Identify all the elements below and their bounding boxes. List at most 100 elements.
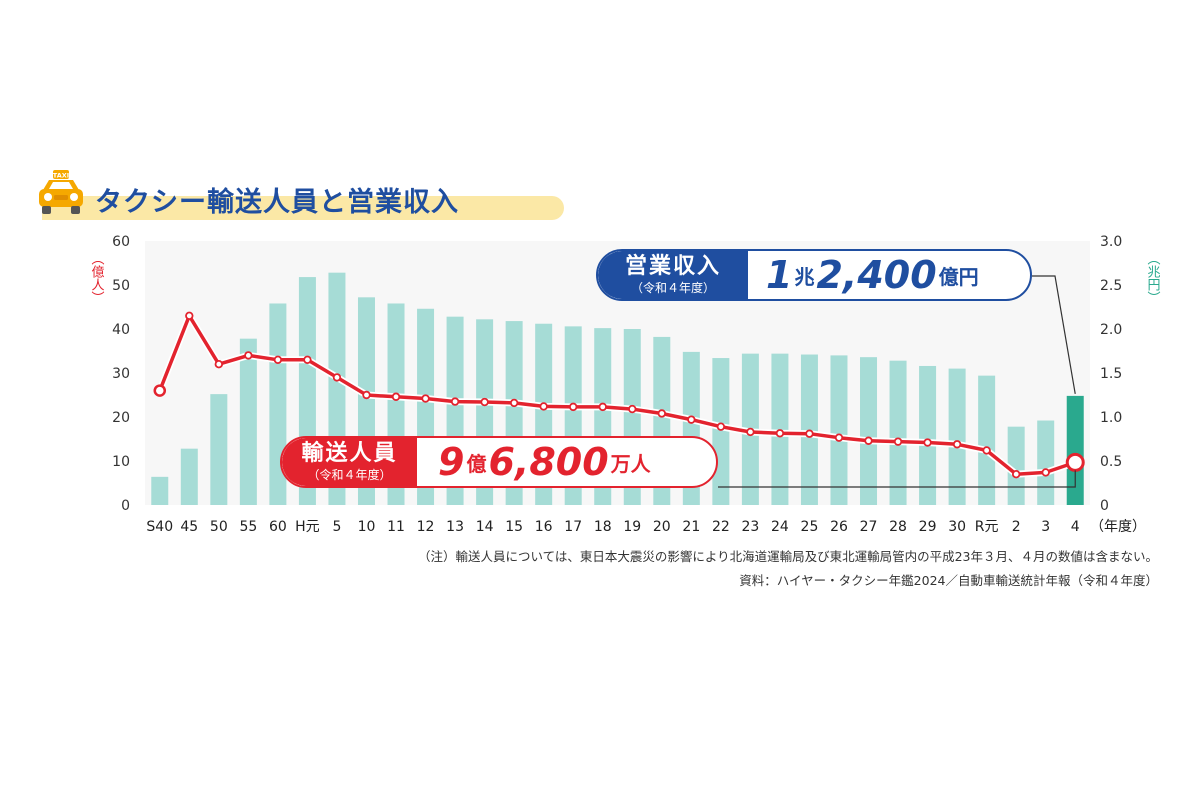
- x-tick-label: 2: [1012, 519, 1021, 535]
- x-tick-label: 50: [210, 519, 228, 535]
- x-tick-label: 10: [358, 519, 376, 535]
- bar: [978, 375, 996, 505]
- bar: [210, 394, 228, 505]
- passenger-callout-value: 9 億 6,800 万人: [438, 438, 653, 486]
- x-tick-label: 5: [332, 519, 341, 535]
- passenger-point: [657, 409, 666, 418]
- x-tick-label: 18: [594, 519, 612, 535]
- bar: [712, 358, 730, 505]
- passenger-point: [805, 429, 814, 438]
- revenue-unit-2: 億円: [938, 264, 979, 289]
- x-tick-label: 12: [417, 519, 435, 535]
- passenger-point: [185, 311, 194, 320]
- right-axis-tick-label: 3.0: [1100, 234, 1122, 250]
- passenger-point: [864, 436, 873, 445]
- revenue-callout-sub: （令和４年度）: [630, 280, 715, 295]
- x-tick-label: 55: [239, 519, 257, 535]
- passenger-callout-label-box: 輸送人員 （令和４年度）: [282, 438, 417, 486]
- passenger-point: [1041, 468, 1050, 477]
- x-tick-label: 21: [682, 519, 700, 535]
- bar: [180, 448, 198, 505]
- x-tick-label: 17: [564, 519, 582, 535]
- bar: [919, 365, 937, 505]
- passenger-point: [1011, 470, 1021, 479]
- bar: [1007, 426, 1025, 505]
- passenger-point: [539, 402, 548, 411]
- bar: [830, 355, 848, 505]
- x-tick-label: 14: [476, 519, 494, 535]
- passenger-value-1: 9: [438, 440, 465, 484]
- x-tick-label: 16: [535, 519, 553, 535]
- bar: [1037, 420, 1055, 505]
- left-axis-tick-label: 30: [112, 366, 130, 382]
- x-tick-label: S40: [146, 519, 173, 535]
- revenue-leader-line: [1032, 275, 1076, 394]
- right-axis-label: （兆円）: [1145, 252, 1161, 304]
- passenger-unit-1: 億: [466, 451, 487, 476]
- right-axis-tick-label: 0.5: [1100, 454, 1122, 470]
- passenger-point: [775, 429, 785, 438]
- passenger-callout-label: 輸送人員: [301, 440, 398, 466]
- right-axis-tick-label: 2.5: [1100, 278, 1122, 294]
- left-axis-tick-label: 0: [121, 498, 130, 514]
- bar: [151, 476, 169, 505]
- passenger-point: [332, 373, 342, 382]
- right-axis-tick-label: 1.5: [1100, 366, 1122, 382]
- passenger-point: [362, 390, 371, 400]
- x-tick-label: 15: [505, 519, 523, 535]
- bar: [948, 368, 966, 505]
- revenue-value-1: 1: [766, 253, 793, 297]
- left-axis-tick-label: 40: [112, 322, 130, 338]
- bar: [1066, 395, 1084, 505]
- revenue-unit-1: 兆: [794, 264, 815, 289]
- passenger-point: [421, 394, 430, 403]
- revenue-value-2: 2,400: [816, 253, 937, 297]
- taxi-icon: TAXI: [39, 170, 83, 214]
- bar: [860, 357, 878, 505]
- passenger-point: [923, 438, 932, 447]
- x-tick-label: 11: [387, 519, 405, 535]
- left-axis-tick-label: 60: [112, 234, 130, 250]
- passenger-point: [746, 427, 755, 437]
- x-tick-label: 19: [623, 519, 641, 535]
- chart-title: タクシー輸送人員と営業収入: [95, 187, 459, 218]
- passenger-point: [509, 398, 519, 408]
- passenger-point: [598, 402, 607, 412]
- passenger-point: [569, 402, 578, 412]
- x-tick-label: 4: [1071, 519, 1080, 535]
- left-axis-label: （億人）: [89, 252, 105, 304]
- bar: [889, 360, 907, 505]
- revenue-callout-value: 1 兆 2,400 億円: [766, 251, 981, 299]
- passenger-leader-line: [718, 470, 1076, 488]
- passenger-point: [273, 355, 283, 364]
- x-axis-unit: （年度）: [1090, 519, 1146, 535]
- passenger-point: [244, 351, 253, 360]
- x-tick-label: 30: [948, 519, 966, 535]
- passenger-point: [687, 415, 696, 424]
- revenue-callout-label: 営業収入: [624, 253, 721, 279]
- x-tick-label: 25: [801, 519, 819, 535]
- x-tick-label: 22: [712, 519, 730, 535]
- passenger-unit-2: 万人: [610, 451, 651, 476]
- passenger-point: [982, 446, 991, 455]
- x-tick-label: 28: [889, 519, 907, 535]
- right-axis-tick-label: 2.0: [1100, 322, 1122, 338]
- passenger-point: [480, 397, 489, 407]
- revenue-callout: 営業収入 （令和４年度） 1 兆 2,400 億円: [596, 249, 1032, 301]
- passenger-point: [450, 397, 460, 406]
- passenger-callout: 輸送人員 （令和４年度） 9 億 6,800 万人: [280, 436, 718, 488]
- x-tick-label: 60: [269, 519, 287, 535]
- x-tick-label: 13: [446, 519, 464, 535]
- revenue-callout-label-box: 営業収入 （令和４年度）: [598, 251, 748, 299]
- x-tick-label: 23: [741, 519, 759, 535]
- passenger-point: [214, 360, 224, 369]
- x-tick-label: 24: [771, 519, 789, 535]
- left-axis-tick-label: 50: [112, 278, 130, 294]
- passenger-point: [153, 384, 167, 397]
- passenger-point: [1065, 452, 1085, 472]
- passenger-line: [158, 314, 1076, 476]
- x-tick-label: 26: [830, 519, 848, 535]
- right-axis-tick-label: 0: [1100, 498, 1109, 514]
- x-tick-label: 29: [919, 519, 937, 535]
